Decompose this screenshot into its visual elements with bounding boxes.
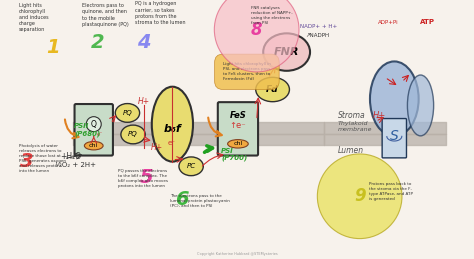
Circle shape xyxy=(86,117,101,132)
Ellipse shape xyxy=(228,140,248,148)
Text: Light hits
chlorophyll
and induces
charge
separation: Light hits chlorophyll and induces charg… xyxy=(19,3,48,32)
Text: Q: Q xyxy=(91,120,97,129)
Ellipse shape xyxy=(84,141,103,150)
Text: H+: H+ xyxy=(138,97,150,106)
Text: 8: 8 xyxy=(251,20,263,39)
Text: 4: 4 xyxy=(137,33,151,52)
Text: Light hits chlorophyll in
PSI, and electrons pass
to FeS clusters, then to
Ferre: Light hits chlorophyll in PSI, and elect… xyxy=(223,62,271,81)
Text: Electrons pass to
quinone, and then
to the mobile
plastaquinone (PQ): Electrons pass to quinone, and then to t… xyxy=(82,3,129,27)
Text: ATP: ATP xyxy=(419,19,435,25)
Text: 3: 3 xyxy=(20,152,34,171)
Text: ADP+Pi: ADP+Pi xyxy=(378,20,399,25)
Text: H+: H+ xyxy=(151,143,163,152)
Text: PSI
(P700): PSI (P700) xyxy=(221,148,247,161)
Text: Copyright Katherine Hubbard @STEMysteries: Copyright Katherine Hubbard @STEMysterie… xyxy=(197,252,277,256)
Text: Lumen: Lumen xyxy=(338,146,364,155)
Ellipse shape xyxy=(256,77,290,102)
Text: H+: H+ xyxy=(373,111,386,120)
Text: PQ is a hydrogen
carrier, so takes
protons from the
stroma to the lumen: PQ is a hydrogen carrier, so takes proto… xyxy=(135,1,185,25)
Text: ½O₂ + 2H+: ½O₂ + 2H+ xyxy=(55,162,96,168)
Ellipse shape xyxy=(115,104,140,122)
Text: e⁻: e⁻ xyxy=(97,132,103,137)
Text: PQ passes the electrons
to the b6f complex. The
b6f complex also moves
protons i: PQ passes the electrons to the b6f compl… xyxy=(118,169,168,188)
Text: Fd: Fd xyxy=(266,85,279,94)
Text: S: S xyxy=(390,129,399,143)
Ellipse shape xyxy=(370,61,419,136)
Text: b₆f: b₆f xyxy=(164,124,181,134)
Text: e⁻: e⁻ xyxy=(168,140,176,146)
Text: ↗NADPH: ↗NADPH xyxy=(305,33,329,38)
Ellipse shape xyxy=(121,125,145,144)
FancyBboxPatch shape xyxy=(218,102,258,156)
Text: 1: 1 xyxy=(46,38,59,57)
Text: 5: 5 xyxy=(139,168,153,187)
Ellipse shape xyxy=(263,33,310,71)
Text: FNR: FNR xyxy=(274,47,300,57)
Text: Stroma: Stroma xyxy=(338,111,366,120)
Text: +H₂O: +H₂O xyxy=(60,152,81,161)
Text: Photolysis of water
releases electrons to
replace those lost at
PSII, generates : Photolysis of water releases electrons t… xyxy=(19,145,66,173)
Text: PQ: PQ xyxy=(123,110,132,116)
Text: PQ: PQ xyxy=(128,132,138,138)
Text: Protons pass back to
the stroma via the F-
type ATPase, and ATP
is generated: Protons pass back to the stroma via the … xyxy=(369,182,413,201)
Text: 2: 2 xyxy=(91,33,104,52)
Text: NADP+ + H+: NADP+ + H+ xyxy=(300,24,337,29)
Text: 9: 9 xyxy=(354,187,365,205)
Text: Thylakoid
membrane: Thylakoid membrane xyxy=(338,120,373,132)
Text: PSII
(P680): PSII (P680) xyxy=(74,123,100,137)
Text: ↑e⁻: ↑e⁻ xyxy=(229,121,246,130)
Text: 6: 6 xyxy=(175,190,189,208)
Text: The electrons pass to the
lumenal protein plastocyanin
(PC), and then to PSI: The electrons pass to the lumenal protei… xyxy=(170,194,229,207)
Ellipse shape xyxy=(179,157,203,176)
FancyBboxPatch shape xyxy=(74,104,113,156)
Ellipse shape xyxy=(408,75,434,136)
Text: FNR catalyses
reduction of NAPP+,
using the electrons
from PSI: FNR catalyses reduction of NAPP+, using … xyxy=(251,6,292,25)
Text: chl: chl xyxy=(89,143,99,148)
Text: PC: PC xyxy=(187,163,196,169)
FancyBboxPatch shape xyxy=(382,119,407,158)
Text: chl: chl xyxy=(233,141,243,146)
Text: FeS: FeS xyxy=(229,111,246,120)
Ellipse shape xyxy=(152,87,193,162)
